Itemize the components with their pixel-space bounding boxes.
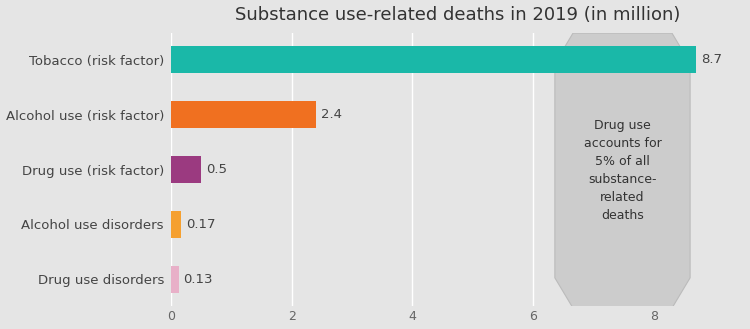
- Bar: [171, 101, 316, 128]
- Bar: [171, 46, 696, 73]
- Title: Substance use-related deaths in 2019 (in million): Substance use-related deaths in 2019 (in…: [235, 6, 680, 24]
- Text: Drug use
accounts for
5% of all
substance-
related
deaths: Drug use accounts for 5% of all substanc…: [584, 119, 662, 222]
- Text: 0.17: 0.17: [186, 218, 215, 231]
- Bar: [171, 266, 178, 293]
- Bar: [171, 156, 201, 183]
- Polygon shape: [555, 33, 690, 308]
- Bar: [171, 211, 182, 238]
- Text: 0.13: 0.13: [184, 273, 213, 286]
- Text: 8.7: 8.7: [701, 53, 722, 66]
- Text: 0.5: 0.5: [206, 163, 227, 176]
- Text: 2.4: 2.4: [320, 108, 341, 121]
